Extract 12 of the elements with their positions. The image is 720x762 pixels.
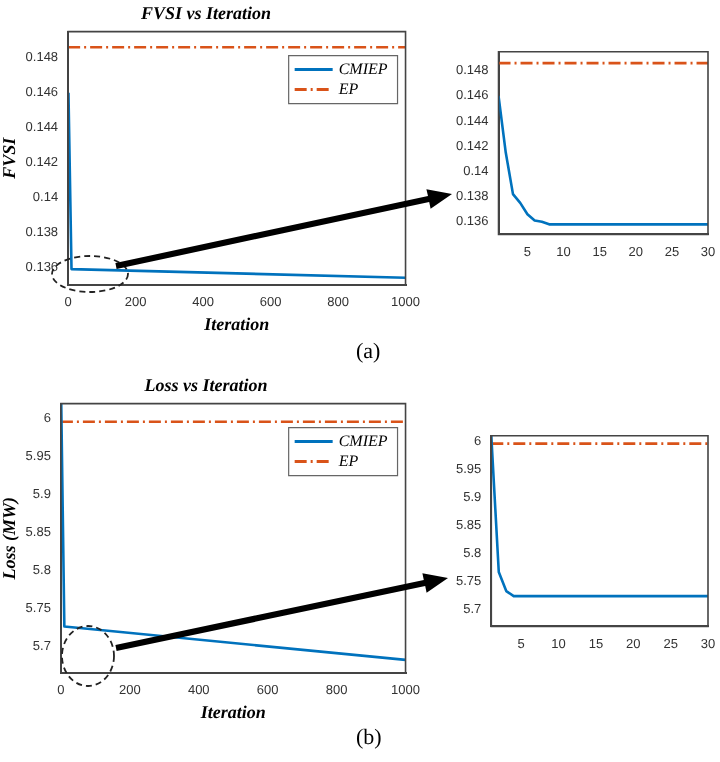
x-axis-title: Iteration	[202, 313, 270, 334]
chart-title: FVSI vs Iteration	[138, 3, 272, 24]
text: (a)	[356, 340, 381, 364]
y-axis-title: Loss (MW)	[0, 496, 20, 582]
legend-label: CMIEP	[338, 59, 388, 78]
legend-label: EP	[336, 451, 359, 470]
x-axis-title: Iteration	[198, 701, 266, 722]
text: (b)	[356, 726, 382, 750]
y-axis-title: FVSI	[0, 136, 20, 181]
legend-label: CMIEP	[338, 431, 388, 450]
chart-title: Loss vs Iteration	[142, 375, 268, 396]
legend-label: EP	[336, 79, 359, 98]
